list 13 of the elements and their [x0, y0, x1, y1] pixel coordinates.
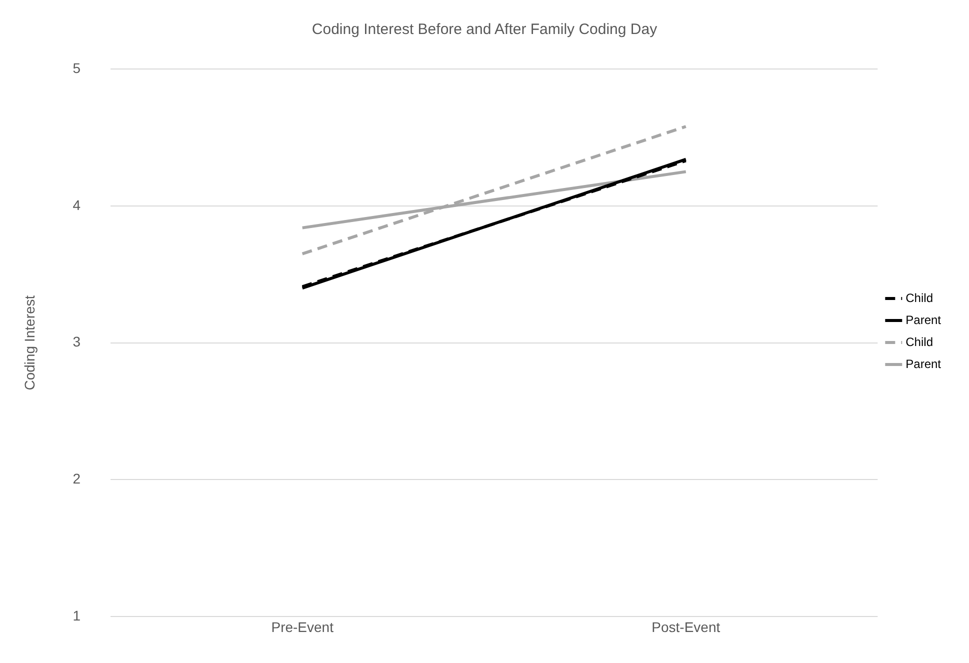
y-tick-label: 1 [72, 607, 81, 624]
legend-label: Child [906, 334, 934, 349]
y-tick-label: 2 [72, 470, 81, 487]
legend-label: Parent [906, 312, 942, 327]
legend-label: Child [906, 290, 934, 305]
x-tick-label: Post-Event [652, 618, 720, 635]
y-tick-label: 4 [72, 196, 81, 213]
legend-label: Parent [906, 356, 942, 371]
x-tick-label: Pre-Event [271, 618, 334, 635]
y-axis-title: Coding Interest [21, 295, 38, 390]
y-tick-label: 3 [72, 334, 81, 350]
y-tick-label: 5 [72, 60, 81, 76]
chart-title: Coding Interest Before and After Family Coding Day [312, 21, 658, 38]
